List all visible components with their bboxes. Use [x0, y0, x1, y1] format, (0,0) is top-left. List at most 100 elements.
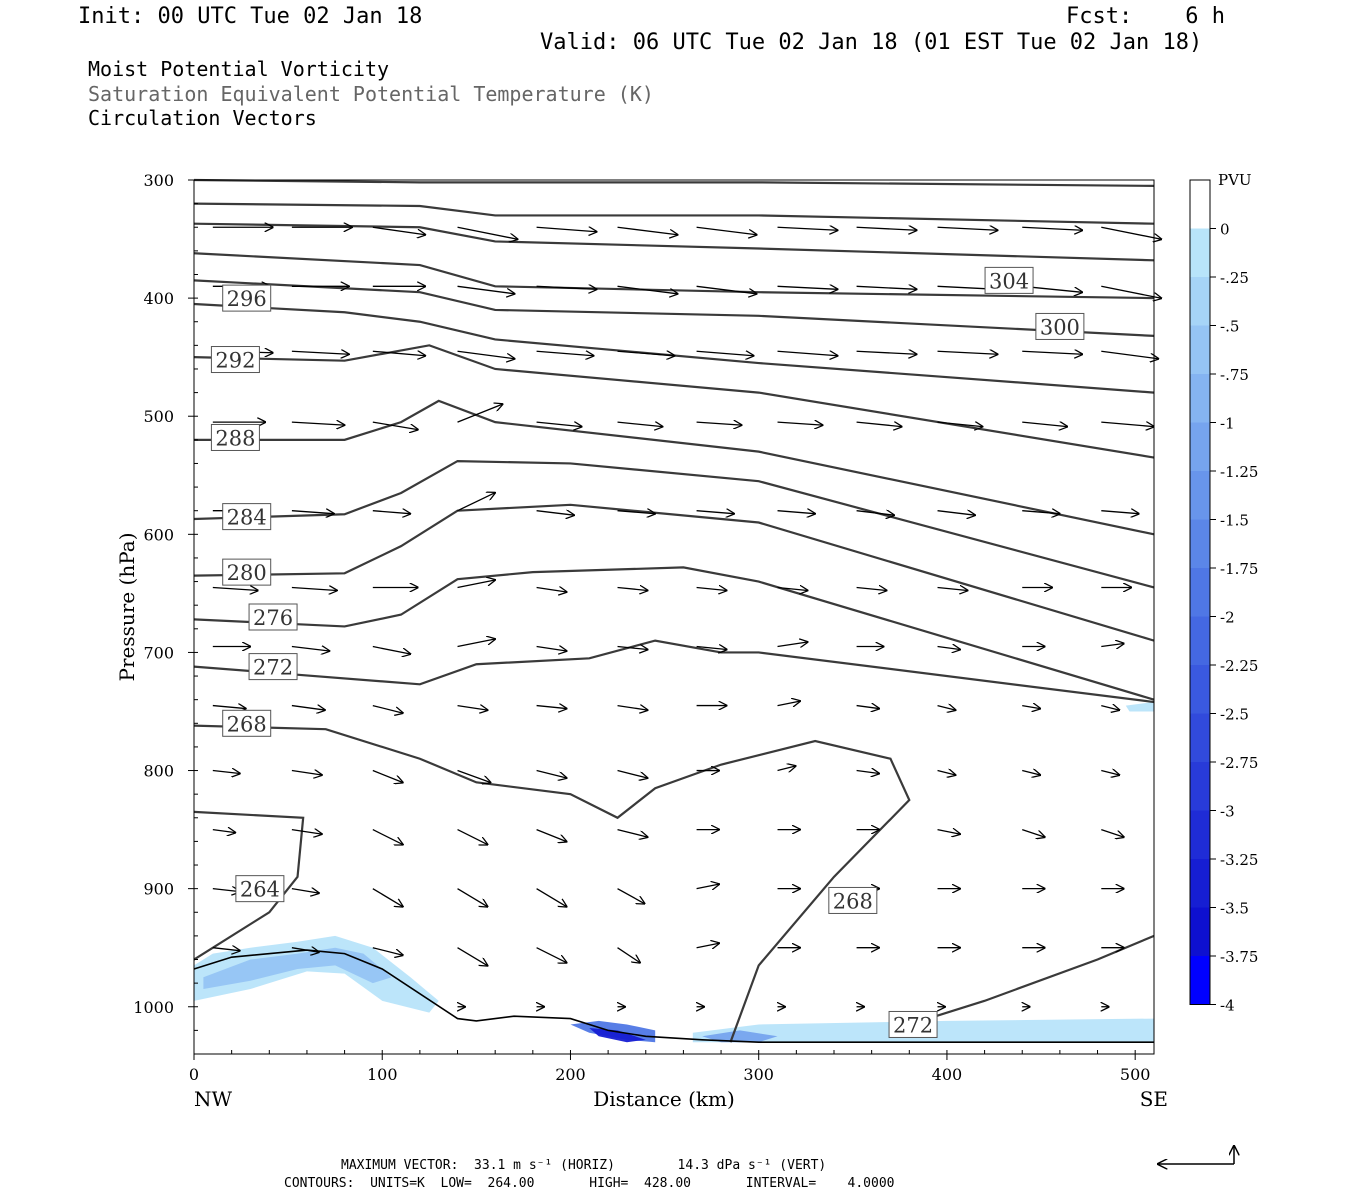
circulation-vector	[212, 830, 236, 833]
theta-contour-8	[193, 459, 1155, 589]
x-tick-label: 100	[367, 1065, 398, 1084]
field-title-vectors: Circulation Vectors	[88, 106, 317, 130]
circulation-vector	[291, 511, 334, 514]
circulation-vector	[777, 701, 801, 706]
colorbar-label: -.75	[1220, 366, 1249, 384]
max-vector-note: MAXIMUM VECTOR: 33.1 m s⁻¹ (HORIZ) 14.3 …	[341, 1158, 827, 1173]
contour-label-box	[235, 875, 285, 903]
contour-label: 276	[253, 606, 293, 630]
circulation-vector	[457, 226, 518, 239]
circulation-vector	[777, 227, 838, 230]
circulation-vector	[696, 226, 757, 235]
colorbar-label: -1.25	[1220, 463, 1258, 481]
colorbar-seg	[1190, 471, 1210, 520]
circulation-vector	[291, 587, 337, 590]
contour-label-box	[984, 266, 1034, 294]
colorbar-label: -2.25	[1220, 657, 1258, 675]
circulation-vector	[937, 227, 998, 230]
circulation-vector	[372, 888, 403, 907]
circulation-vector	[1022, 771, 1040, 776]
colorbar-label: 0	[1220, 221, 1230, 239]
circulation-vector	[937, 351, 998, 354]
colorbar: 0 -.25 -.5 -.75 -1 -1.25 -1.5 -1.75 -2 -2.25 -2.5 -…	[1189, 171, 1258, 1015]
y-tick-label: 600	[143, 525, 174, 544]
circulation-vector	[212, 706, 246, 709]
theta-contour-3	[193, 252, 1155, 300]
circulation-vector	[1101, 644, 1124, 647]
circulation-vector	[696, 511, 735, 514]
contour-info-note: CONTOURS: UNITS=K LOW= 264.00 HIGH= 428.…	[284, 1176, 895, 1191]
contour-label: 280	[227, 561, 267, 585]
circulation-vector	[696, 351, 754, 356]
colorbar-label: -1	[1220, 415, 1235, 433]
circulation-vector	[536, 587, 567, 592]
theta-contour-2	[193, 222, 1155, 262]
theta-contour-5	[193, 302, 1155, 394]
reference-vector	[1158, 1146, 1234, 1164]
circulation-vector	[372, 421, 418, 430]
circulation-vector	[372, 511, 411, 514]
y-tick-label: 400	[143, 289, 174, 308]
x-tick-label: 400	[932, 1065, 963, 1084]
colorbar-seg	[1190, 374, 1210, 423]
y-tick-label: 300	[143, 171, 174, 190]
circulation-vector	[536, 647, 567, 652]
circulation-vector	[372, 704, 403, 714]
contour-label: 288	[215, 426, 255, 450]
circulation-vector	[696, 943, 720, 948]
circulation-vector	[777, 351, 838, 356]
x-tick-label: 0	[189, 1065, 199, 1084]
circulation-vector	[457, 947, 488, 966]
circulation-vector	[617, 706, 648, 711]
theta-contour-14	[193, 810, 305, 961]
colorbar-seg	[1190, 277, 1210, 326]
circulation-vector	[536, 706, 567, 709]
contour-label-box	[222, 284, 272, 312]
circulation-vector	[1101, 422, 1154, 427]
colorbar-seg	[1190, 228, 1210, 277]
contour-label: 296	[227, 287, 267, 311]
circulation-vector-layer	[212, 226, 1161, 1007]
circulation-vector	[291, 948, 319, 953]
circulation-vector	[1022, 422, 1067, 427]
circulation-vector	[457, 888, 488, 907]
colorbar-label: -1.5	[1220, 512, 1249, 530]
circulation-vector	[536, 769, 567, 779]
circulation-vector	[372, 351, 426, 356]
circulation-vector	[1101, 226, 1161, 239]
theta-contour-9	[193, 503, 1155, 642]
y-axis-label: Pressure (hPa)	[115, 533, 139, 682]
circulation-vector	[617, 351, 675, 356]
theta-contour-15	[908, 934, 1155, 1026]
circulation-vector	[372, 769, 403, 783]
circulation-vector	[696, 422, 742, 425]
contour-label-box	[210, 423, 260, 451]
se-label: SE	[1140, 1087, 1168, 1111]
circulation-vector	[777, 587, 808, 590]
circulation-vector	[617, 888, 645, 904]
pv-shade-5	[702, 1030, 778, 1043]
contour-label-box	[210, 346, 260, 374]
colorbar-units: PVU	[1218, 171, 1252, 189]
circulation-vector	[457, 706, 488, 711]
theta-contour-1	[193, 202, 1155, 225]
colorbar-seg	[1190, 956, 1210, 1005]
theta-contour-10	[193, 566, 1155, 701]
circulation-vector	[212, 889, 240, 892]
circulation-vector	[617, 947, 641, 963]
circulation-vector	[457, 350, 515, 359]
init-time: Init: 00 UTC Tue 02 Jan 18	[78, 4, 423, 29]
colorbar-label: -2	[1220, 609, 1235, 627]
circulation-vector	[536, 888, 567, 907]
circulation-vector	[457, 639, 496, 648]
colorbar-seg	[1190, 519, 1210, 568]
circulation-vector	[937, 830, 961, 835]
circulation-vector	[1022, 511, 1060, 514]
colorbar-seg	[1190, 810, 1210, 859]
contour-label-box	[248, 653, 298, 681]
circulation-vector	[1101, 350, 1158, 359]
pv-shade-6	[1125, 702, 1154, 712]
colorbar-label: -2.5	[1220, 706, 1249, 724]
circulation-vector	[696, 647, 727, 650]
